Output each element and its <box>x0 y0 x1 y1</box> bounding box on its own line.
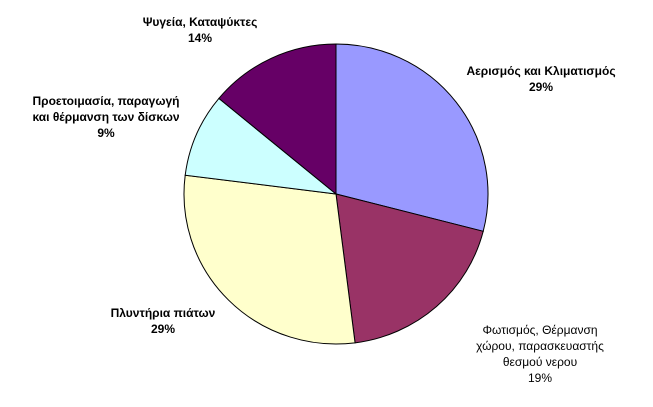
slice-value-lighting: 19% <box>527 371 553 385</box>
slice-value-dishwashers: 29% <box>150 322 176 336</box>
slice-label-refrigerators: Ψυγεία, Καταψύκτες 14% <box>110 14 290 46</box>
slice-label-ventilation: Αερισμός και Κλιματισμός 29% <box>443 63 639 95</box>
pie-slice-preparation <box>184 97 338 195</box>
slice-value-preparation: 9% <box>97 126 115 140</box>
slice-label-lighting: Φωτισμός, Θέρμανση χώρου, παρασκευαστής … <box>440 322 640 386</box>
pie-slice-lighting <box>335 193 484 344</box>
slice-label-ventilation-line-1: Αερισμός και Κλιματισμός <box>466 64 616 78</box>
slice-label-preparation-line-1: Προετοιμασία, παραγωγή <box>32 94 180 108</box>
slice-label-dishwashers-line-1: Πλυντήρια πιάτων <box>110 306 216 320</box>
slice-label-preparation-line-2: και θέρμανση των δίσκων <box>32 110 180 124</box>
slice-label-dishwashers: Πλυντήρια πιάτων 29% <box>88 305 238 337</box>
slice-label-lighting-line-2: χώρου, παρασκευαστής <box>476 339 604 353</box>
slice-value-ventilation: 29% <box>528 80 554 94</box>
slice-value-refrigerators: 14% <box>187 31 213 45</box>
slice-label-lighting-line-3: θεσμού νερου <box>502 355 578 369</box>
pie-slice-refrigerators <box>218 43 337 196</box>
slice-label-lighting-line-1: Φωτισμός, Θέρμανση <box>482 323 598 337</box>
pie-slice-dishwashers <box>183 174 356 345</box>
slice-label-preparation: Προετοιμασία, παραγωγή και θέρμανση των … <box>6 93 206 141</box>
pie-slice-ventilation <box>335 43 489 232</box>
slice-label-refrigerators-line-1: Ψυγεία, Καταψύκτες <box>142 15 258 29</box>
